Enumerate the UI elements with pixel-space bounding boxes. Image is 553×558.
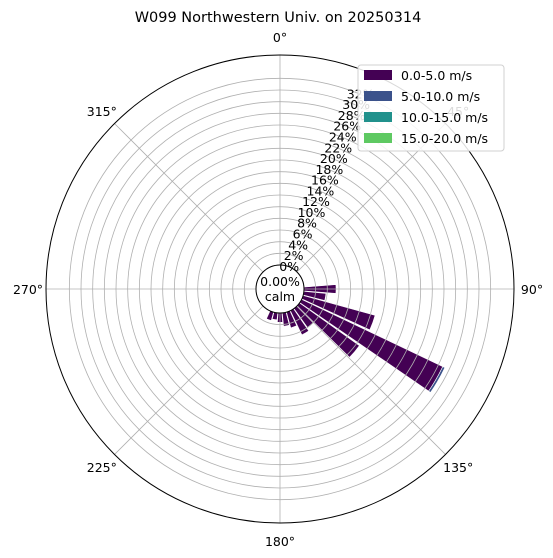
- legend-label-3: 10.0-15.0 m/s: [401, 110, 488, 125]
- radial-tick-label-1: 2%: [284, 248, 304, 263]
- radial-tick-label-11: 22%: [324, 140, 352, 155]
- radial-tick-label-5: 10%: [298, 205, 326, 220]
- legend: 0.0-5.0 m/s 5.0-10.0 m/s 10.0-15.0 m/s 1…: [357, 64, 505, 152]
- radial-tick-label-3: 6%: [293, 226, 313, 241]
- calm-label: calm: [265, 289, 295, 304]
- rose-layer: 0%2%4%6%8%10%12%14%16%18%20%22%24%26%28%…: [13, 30, 543, 549]
- radial-tick-label-0: 0%: [279, 259, 299, 274]
- outer-boundary: [45, 54, 515, 524]
- radial-tick-label-7: 14%: [307, 183, 335, 198]
- radial-tick-label-8: 16%: [311, 173, 339, 188]
- rose-bar-12-series-1: [428, 366, 446, 393]
- legend-box: [357, 64, 505, 152]
- direction-label-3: 135°: [443, 460, 473, 475]
- grid-spoke-5: [114, 305, 264, 455]
- legend-label-1: 0.0-5.0 m/s: [401, 68, 472, 83]
- legend-swatch-4: [364, 133, 392, 143]
- radial-tick-label-13: 26%: [333, 119, 361, 134]
- direction-label-5: 225°: [87, 460, 117, 475]
- radial-tick-label-6: 12%: [302, 194, 330, 209]
- grid-spoke-3: [296, 305, 446, 455]
- radial-tick-label-12: 24%: [329, 129, 357, 144]
- legend-swatch-1: [364, 70, 392, 80]
- radial-tick-label-2: 4%: [288, 237, 308, 252]
- chart-title: W099 Northwestern Univ. on 20250314: [135, 10, 422, 26]
- direction-label-7: 315°: [87, 104, 117, 119]
- calm-circle: [255, 264, 305, 314]
- direction-label-2: 90°: [521, 282, 543, 297]
- legend-swatch-3: [364, 112, 392, 122]
- legend-label-4: 15.0-20.0 m/s: [401, 131, 488, 146]
- legend-swatch-2: [364, 91, 392, 101]
- radial-tick-label-4: 8%: [297, 216, 317, 231]
- calm-value-label: 0.00%: [260, 274, 300, 289]
- radial-tick-label-9: 18%: [315, 162, 343, 177]
- direction-label-0: 0°: [273, 30, 287, 45]
- grid-spoke-7: [114, 123, 264, 273]
- direction-label-4: 180°: [265, 534, 295, 549]
- direction-label-6: 270°: [13, 282, 43, 297]
- legend-label-2: 5.0-10.0 m/s: [401, 89, 480, 104]
- radial-tick-label-10: 20%: [320, 151, 348, 166]
